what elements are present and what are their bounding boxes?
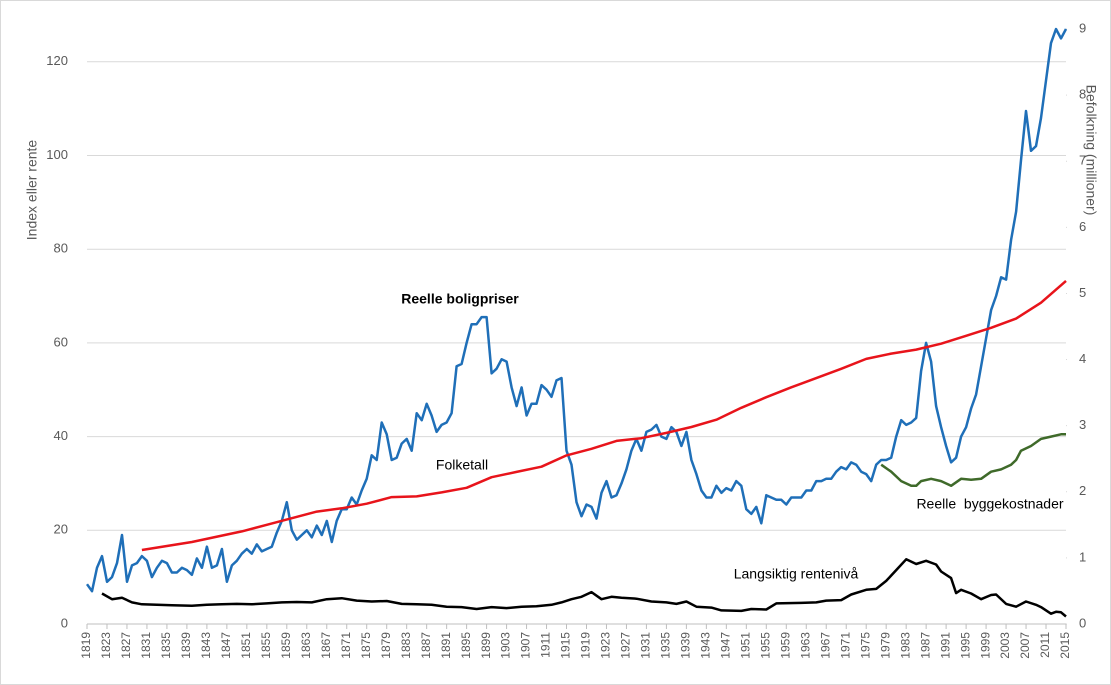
x-tick-label: 1967 (818, 632, 832, 659)
x-tick-label: 1951 (738, 632, 752, 659)
x-tick-label: 1979 (878, 632, 892, 659)
x-tick-label: 1943 (699, 632, 713, 659)
x-tick-label: 1935 (659, 632, 673, 659)
y-tick-label: 0 (61, 615, 68, 630)
y2-tick-label: 7 (1079, 153, 1086, 168)
x-tick-label: 1911 (539, 632, 553, 658)
x-tick-label: 1983 (898, 632, 912, 659)
x-tick-label: 2007 (1018, 632, 1032, 659)
y2-tick-label: 2 (1079, 483, 1086, 498)
x-tick-label: 1895 (459, 632, 473, 659)
x-tick-label: 1867 (319, 632, 333, 659)
x-tick-label: 1879 (379, 632, 393, 659)
x-tick-label: 1963 (798, 632, 812, 659)
x-tick-label: 1919 (579, 632, 593, 659)
series-line (141, 279, 1067, 552)
y-tick-label: 40 (54, 428, 68, 443)
x-tick-label: 1995 (958, 632, 972, 659)
x-tick-label: 1931 (639, 632, 653, 659)
x-tick-label: 1987 (918, 632, 932, 659)
annotation: Folketall (436, 457, 488, 473)
y-tick-label: 100 (46, 147, 68, 162)
y2-tick-label: 1 (1079, 549, 1086, 564)
series-line (101, 558, 1067, 618)
series-line (880, 433, 1066, 488)
y-tick-label: 120 (46, 53, 68, 68)
x-tick-label: 1823 (99, 632, 113, 659)
x-tick-label: 1915 (559, 632, 573, 659)
x-tick-label: 1947 (719, 632, 733, 659)
x-tick-label: 1847 (219, 632, 233, 659)
x-tick-label: 1975 (858, 632, 872, 659)
x-tick-label: 1959 (778, 632, 792, 659)
x-tick-label: 1839 (179, 632, 193, 659)
x-tick-label: 1871 (339, 632, 353, 659)
x-tick-label: 1859 (279, 632, 293, 659)
x-tick-label: 1887 (419, 632, 433, 659)
x-tick-label: 1851 (239, 632, 253, 659)
y2-axis-label: Befolkning (millioner) (1083, 85, 1099, 216)
annotation: Reelle boligpriser (401, 291, 519, 307)
y-tick-label: 60 (54, 334, 68, 349)
x-tick-label: 1923 (599, 632, 613, 659)
y2-tick-label: 5 (1079, 285, 1086, 300)
x-tick-label: 1819 (79, 632, 93, 659)
y2-tick-label: 8 (1079, 87, 1086, 102)
x-tick-label: 1899 (479, 632, 493, 659)
series-line (85, 27, 1068, 593)
x-tick-label: 1927 (619, 632, 633, 659)
x-tick-label: 1827 (119, 632, 133, 659)
x-tick-label: 1855 (259, 632, 273, 659)
y2-tick-label: 3 (1079, 417, 1086, 432)
x-tick-label: 1835 (159, 632, 173, 659)
x-tick-label: 1875 (359, 632, 373, 659)
annotation: Langsiktig rentenivå (734, 566, 859, 582)
x-tick-label: 1843 (199, 632, 213, 659)
x-tick-label: 1939 (679, 632, 693, 659)
x-tick-label: 2003 (998, 632, 1012, 659)
x-tick-label: 1863 (299, 632, 313, 659)
x-tick-label: 1999 (978, 632, 992, 659)
x-tick-label: 1903 (499, 632, 513, 659)
x-tick-label: 2015 (1058, 632, 1072, 659)
y-axis-label: Index eller rente (24, 140, 40, 241)
x-tick-label: 1991 (938, 632, 952, 659)
y2-tick-label: 0 (1079, 615, 1086, 630)
x-tick-label: 1831 (139, 632, 153, 659)
x-tick-label: 1971 (838, 632, 852, 659)
x-tick-label: 1907 (519, 632, 533, 659)
y-tick-label: 20 (54, 522, 68, 537)
y2-tick-label: 9 (1079, 20, 1086, 35)
y-tick-label: 80 (54, 241, 68, 256)
annotation: Reelle byggekostnader (916, 496, 1063, 512)
x-tick-label: 2011 (1038, 632, 1052, 658)
x-tick-label: 1955 (758, 632, 772, 659)
x-tick-label: 1883 (399, 632, 413, 659)
y2-tick-label: 6 (1079, 219, 1086, 234)
x-tick-label: 1891 (439, 632, 453, 659)
y2-tick-label: 4 (1079, 351, 1086, 366)
